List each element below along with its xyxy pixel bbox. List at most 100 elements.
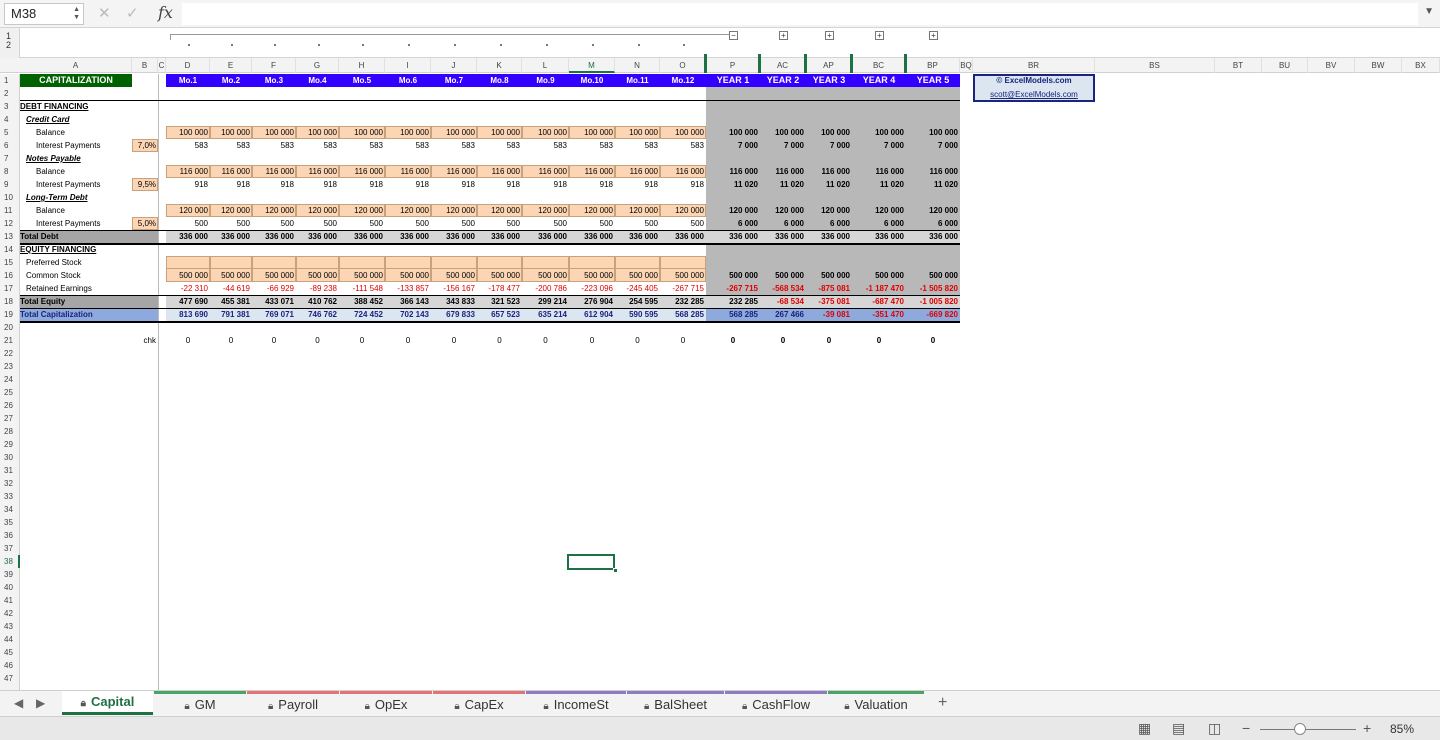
row-header-15[interactable]: 15 xyxy=(4,258,13,267)
row-header-4[interactable]: 4 xyxy=(4,115,9,124)
value-cc-interest[interactable]: 583 xyxy=(280,141,294,150)
page-break-icon[interactable]: ◫ xyxy=(1208,720,1222,736)
value-ltd-interest[interactable]: 500 xyxy=(506,219,520,228)
value-ltd-interest[interactable]: 6 000 xyxy=(737,219,758,228)
value-total-capitalization[interactable]: 590 595 xyxy=(629,310,658,319)
value-cc-balance[interactable]: 100 000 xyxy=(179,128,208,137)
value-total-debt[interactable]: 336 000 xyxy=(821,232,850,241)
value-total-debt[interactable]: 336 000 xyxy=(584,232,613,241)
value-total-debt[interactable]: 336 000 xyxy=(875,232,904,241)
row-header-37[interactable]: 37 xyxy=(4,544,13,553)
worksheet-grid[interactable]: CAPITALIZATION Mo.1 Mo.2 Mo.3 Mo.4 Mo.5 Mo.6 Mo… xyxy=(20,74,1440,690)
value-cc-interest[interactable]: 7 000 xyxy=(883,141,904,150)
value-cc-interest[interactable]: 583 xyxy=(599,141,613,150)
column-header-bp[interactable]: BP xyxy=(906,58,960,73)
value-total-capitalization[interactable]: 813 690 xyxy=(179,310,208,319)
outline-expand-button[interactable]: + xyxy=(875,31,884,40)
value-np-interest[interactable]: 918 xyxy=(280,180,294,189)
value-total-debt[interactable]: 336 000 xyxy=(354,232,383,241)
row-header-42[interactable]: 42 xyxy=(4,609,13,618)
row-header-7[interactable]: 7 xyxy=(4,154,9,163)
value-common-stock[interactable]: 500 000 xyxy=(400,271,429,280)
value-np-interest[interactable]: 11 020 xyxy=(779,180,804,189)
row-header-29[interactable]: 29 xyxy=(4,440,13,449)
value-np-interest[interactable]: 11 020 xyxy=(825,180,850,189)
value-total-equity[interactable]: 299 214 xyxy=(538,297,567,306)
value-np-interest[interactable]: 918 xyxy=(506,180,520,189)
row-header-12[interactable]: 12 xyxy=(4,219,13,228)
value-common-stock[interactable]: 500 000 xyxy=(929,271,958,280)
outline-level-1[interactable]: 1 xyxy=(6,31,12,41)
value-ltd-interest[interactable]: 6 000 xyxy=(937,219,958,228)
row-header-22[interactable]: 22 xyxy=(4,349,13,358)
value-common-stock[interactable]: 500 000 xyxy=(584,271,613,280)
value-chk[interactable]: 0 xyxy=(543,336,548,345)
tab-payroll[interactable]: 🔒︎ Payroll xyxy=(247,691,339,715)
value-cc-balance[interactable]: 100 000 xyxy=(875,128,904,137)
row-header-36[interactable]: 36 xyxy=(4,531,13,540)
value-cc-balance[interactable]: 100 000 xyxy=(265,128,294,137)
value-retained-earnings[interactable]: -156 167 xyxy=(443,284,475,293)
value-total-equity[interactable]: 388 452 xyxy=(354,297,383,306)
value-chk[interactable]: 0 xyxy=(271,336,277,345)
value-retained-earnings[interactable]: -1 505 820 xyxy=(919,284,958,293)
row-header-17[interactable]: 17 xyxy=(4,284,13,293)
value-np-interest[interactable]: 918 xyxy=(369,180,383,189)
tab-valuation[interactable]: 🔒︎ Valuation xyxy=(828,691,924,715)
value-ltd-balance[interactable]: 120 000 xyxy=(875,206,904,215)
value-np-balance[interactable]: 116 000 xyxy=(775,167,804,176)
value-cc-balance[interactable]: 100 000 xyxy=(400,128,429,137)
value-total-capitalization[interactable]: -351 470 xyxy=(872,310,904,319)
column-header-k[interactable]: K xyxy=(477,58,522,73)
value-np-balance[interactable]: 116 000 xyxy=(400,167,429,176)
check-icon[interactable]: ✓ xyxy=(126,5,139,22)
row-header-1[interactable]: 1 xyxy=(4,76,9,85)
value-common-stock[interactable]: 500 000 xyxy=(354,271,383,280)
row-header-2[interactable]: 2 xyxy=(4,89,9,98)
value-retained-earnings[interactable]: -245 405 xyxy=(626,284,658,293)
value-ltd-balance[interactable]: 120 000 xyxy=(400,206,429,215)
value-np-interest[interactable]: 11 020 xyxy=(879,180,904,189)
value-chk[interactable]: 0 xyxy=(680,336,686,345)
value-ltd-interest[interactable]: 500 xyxy=(194,219,208,228)
fx-icon[interactable]: fx xyxy=(158,3,173,22)
row-header-14[interactable]: 14 xyxy=(4,245,13,254)
value-ltd-balance[interactable]: 120 000 xyxy=(929,206,958,215)
value-ltd-balance[interactable]: 120 000 xyxy=(775,206,804,215)
value-np-balance[interactable]: 116 000 xyxy=(629,167,658,176)
value-ltd-balance[interactable]: 120 000 xyxy=(265,206,294,215)
column-header-bt[interactable]: BT xyxy=(1215,58,1262,73)
column-header-bw[interactable]: BW xyxy=(1355,58,1402,73)
value-common-stock[interactable]: 500 000 xyxy=(821,271,850,280)
value-np-interest[interactable]: 918 xyxy=(415,180,429,189)
value-retained-earnings[interactable]: -66 929 xyxy=(266,284,294,293)
value-chk[interactable]: 0 xyxy=(930,336,936,345)
value-chk[interactable]: 0 xyxy=(589,336,595,345)
value-np-interest[interactable]: 918 xyxy=(461,180,475,189)
value-total-capitalization[interactable]: 791 381 xyxy=(221,310,250,319)
value-common-stock[interactable]: 500 000 xyxy=(875,271,904,280)
value-ltd-interest[interactable]: 500 xyxy=(690,219,704,228)
value-common-stock[interactable]: 500 000 xyxy=(221,271,250,280)
value-retained-earnings[interactable]: -200 786 xyxy=(535,284,567,293)
value-np-balance[interactable]: 116 000 xyxy=(179,167,208,176)
value-cc-balance[interactable]: 100 000 xyxy=(775,128,804,137)
value-cc-balance[interactable]: 100 000 xyxy=(354,128,383,137)
value-total-equity[interactable]: 433 071 xyxy=(265,297,294,306)
value-ltd-interest[interactable]: 500 xyxy=(644,219,658,228)
value-np-balance[interactable]: 116 000 xyxy=(491,167,520,176)
value-np-interest[interactable]: 918 xyxy=(644,180,658,189)
value-total-capitalization[interactable]: 724 452 xyxy=(354,310,383,319)
long-term-debt-rate[interactable]: 5,0% xyxy=(137,219,156,228)
value-cc-balance[interactable]: 100 000 xyxy=(221,128,250,137)
value-cc-balance[interactable]: 100 000 xyxy=(491,128,520,137)
value-total-equity[interactable]: -375 081 xyxy=(818,297,850,306)
value-ltd-interest[interactable]: 500 xyxy=(280,219,294,228)
value-retained-earnings[interactable]: -223 096 xyxy=(581,284,613,293)
value-retained-earnings[interactable]: -111 548 xyxy=(352,284,383,293)
value-np-balance[interactable]: 116 000 xyxy=(308,167,337,176)
row-header-20[interactable]: 20 xyxy=(4,323,13,332)
value-ltd-balance[interactable]: 120 000 xyxy=(491,206,520,215)
value-total-capitalization[interactable]: 679 833 xyxy=(446,310,475,319)
value-chk[interactable]: 0 xyxy=(876,336,882,345)
